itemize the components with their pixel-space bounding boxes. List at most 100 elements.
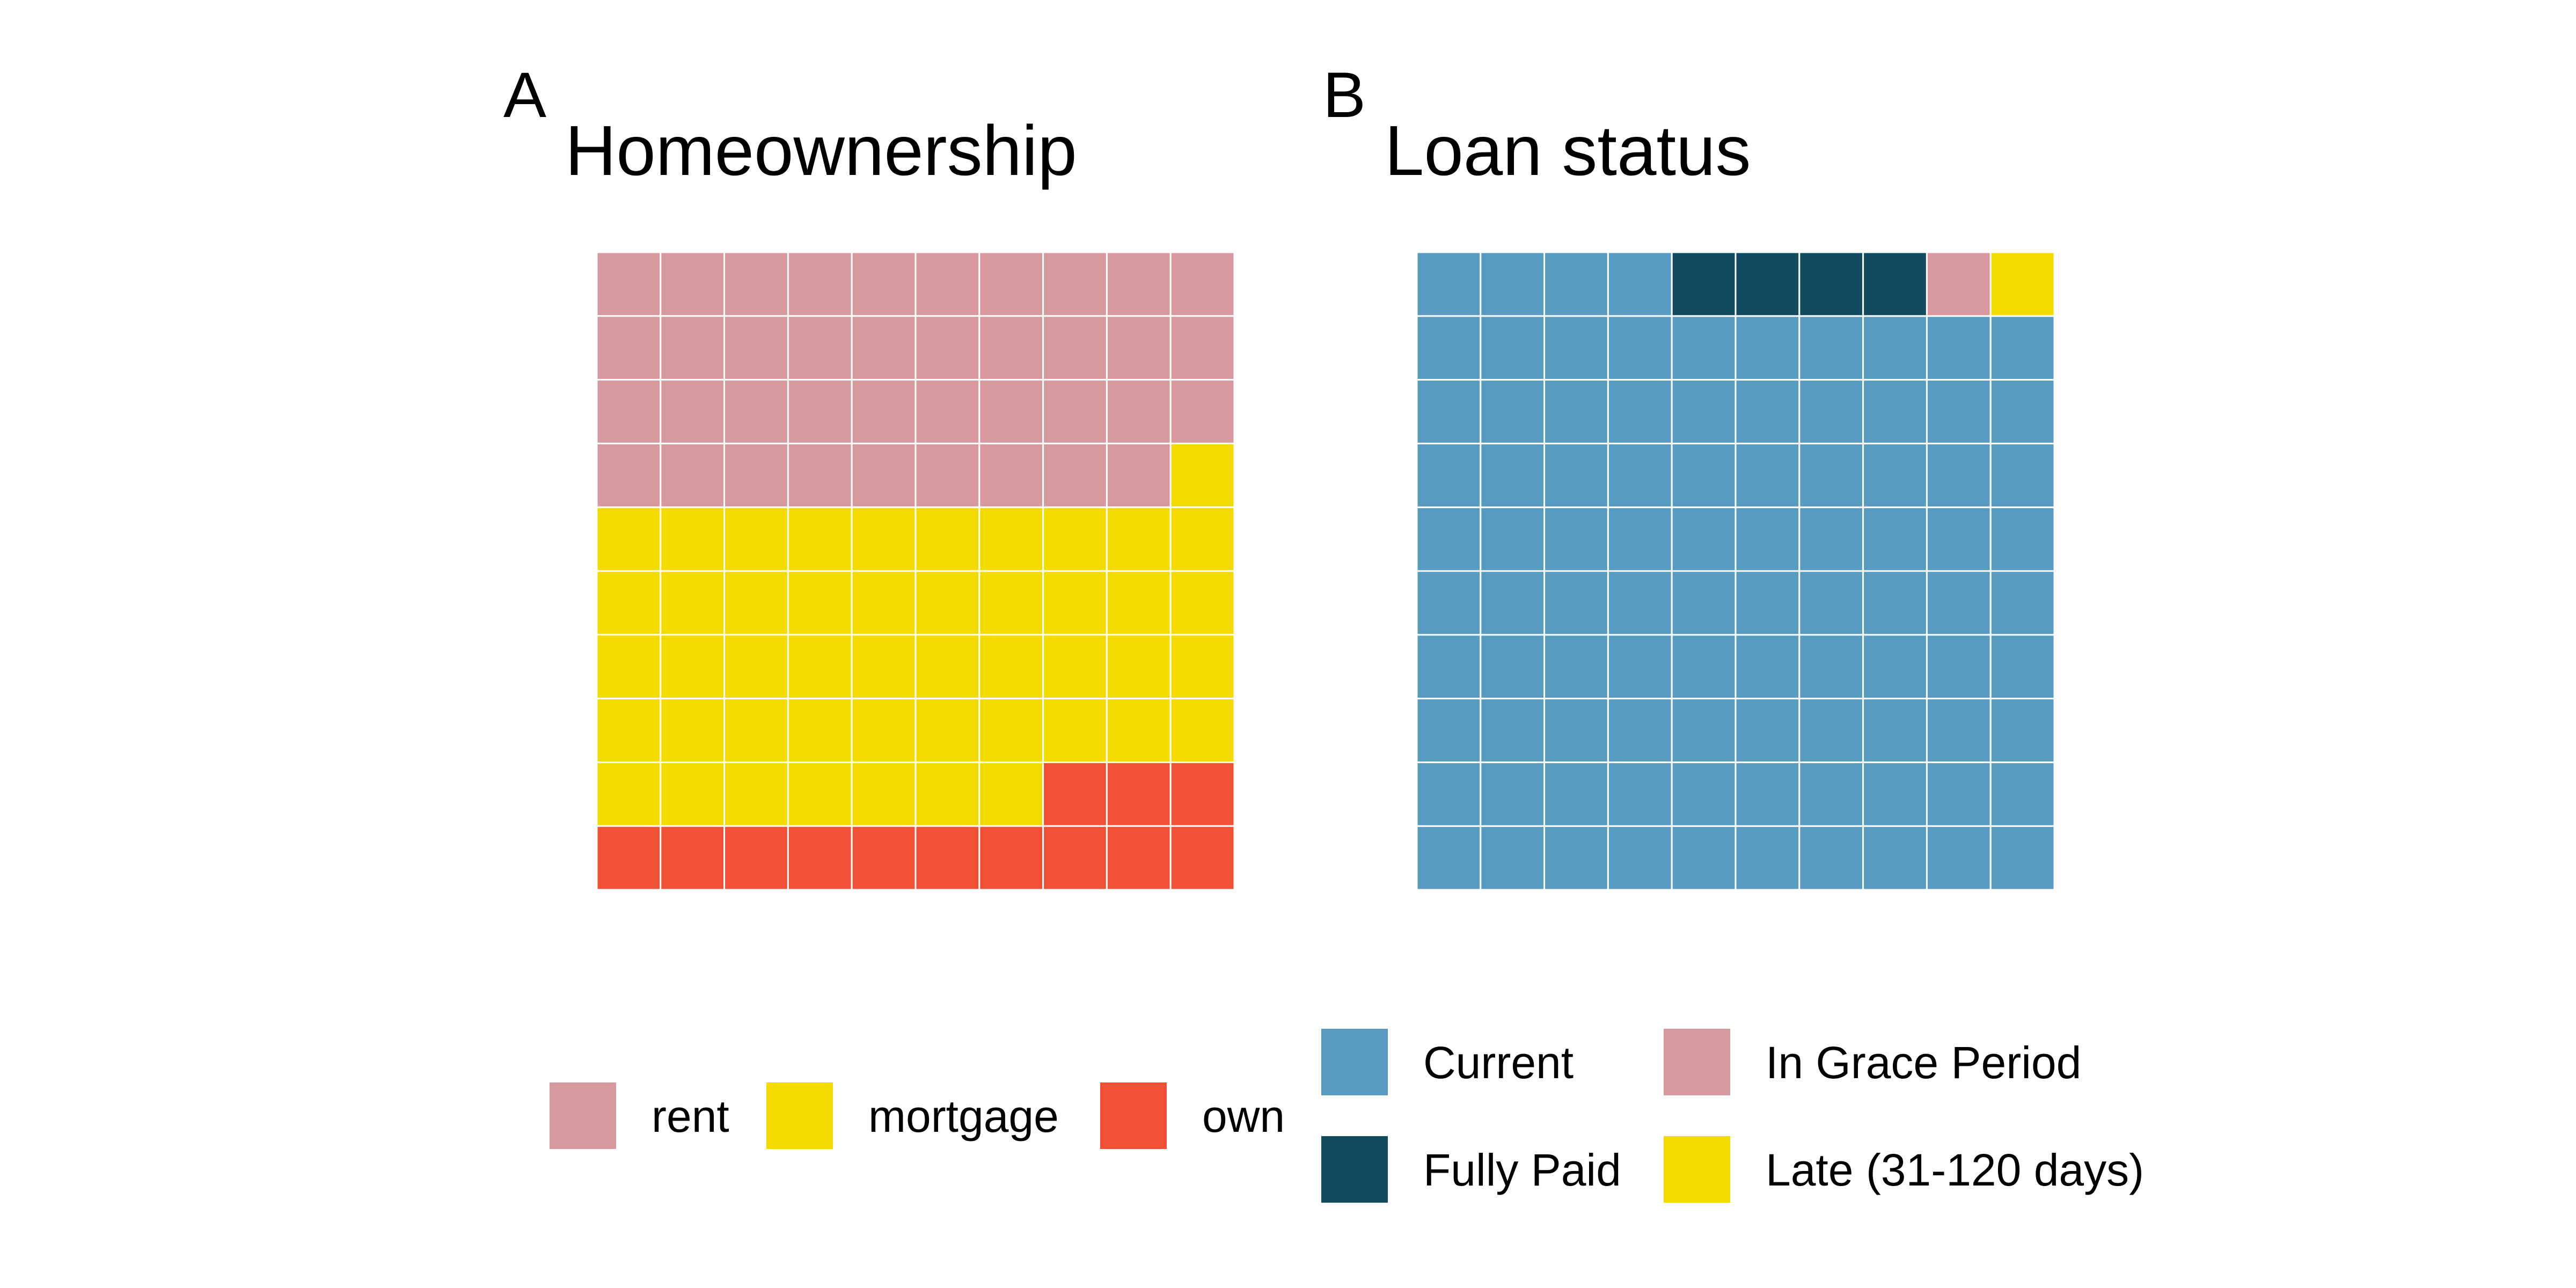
waffle-cell-in-grace-period <box>1926 251 1992 317</box>
waffle-cell-current <box>1798 634 1864 700</box>
waffle-cell-fully-paid <box>1798 251 1864 317</box>
waffle-cell-mortgage <box>723 506 789 572</box>
legend-swatch-rent <box>550 1082 616 1149</box>
waffle-cell-current <box>1607 442 1673 508</box>
waffle-cell-rent <box>660 379 726 444</box>
waffle-cell-rent <box>914 442 980 508</box>
waffle-cell-rent <box>1169 251 1235 317</box>
waffle-cell-current <box>1607 698 1673 763</box>
legend-a: rent mortgage own <box>550 1082 1285 1149</box>
panel-a-tag: A <box>503 59 546 131</box>
waffle-cell-current <box>1607 315 1673 381</box>
waffle-cell-current <box>1543 251 1609 317</box>
waffle-cell-rent <box>723 442 789 508</box>
waffle-cell-current <box>1735 379 1801 444</box>
waffle-cell-rent <box>723 315 789 381</box>
waffle-cell-mortgage <box>1106 506 1172 572</box>
waffle-cell-current <box>1926 634 1992 700</box>
waffle-cell-current <box>1416 506 1482 572</box>
waffle-cell-rent <box>978 379 1044 444</box>
waffle-cell-current <box>1926 570 1992 636</box>
waffle-cell-current <box>1416 570 1482 636</box>
waffle-cell-current <box>1989 761 2055 827</box>
waffle-cell-current <box>1989 506 2055 572</box>
waffle-cell-fully-paid <box>1671 251 1737 317</box>
waffle-cell-own <box>1169 761 1235 827</box>
waffle-cell-mortgage <box>1042 634 1108 700</box>
waffle-cell-own <box>978 825 1044 891</box>
waffle-cell-rent <box>914 251 980 317</box>
waffle-cell-rent <box>914 379 980 444</box>
legend-b: Current Fully Paid In Grace Period Late (31… <box>1321 1029 2144 1203</box>
waffle-cell-current <box>1416 251 1482 317</box>
waffle-cell-current <box>1480 825 1546 891</box>
waffle-cell-current <box>1416 634 1482 700</box>
waffle-cell-current <box>1671 442 1737 508</box>
waffle-cell-mortgage <box>596 761 662 827</box>
waffle-cell-mortgage <box>851 698 917 763</box>
waffle-cell-current <box>1543 825 1609 891</box>
waffle-cell-mortgage <box>1169 634 1235 700</box>
waffle-cell-current <box>1416 825 1482 891</box>
waffle-cell-current <box>1480 315 1546 381</box>
waffle-cell-current <box>1989 698 2055 763</box>
waffle-cell-current <box>1926 315 1992 381</box>
waffle-cell-own <box>1042 761 1108 827</box>
waffle-cell-current <box>1735 315 1801 381</box>
waffle-cell-mortgage <box>851 634 917 700</box>
waffle-cell-mortgage <box>914 761 980 827</box>
waffle-cell-mortgage <box>787 634 853 700</box>
waffle-cell-current <box>1543 506 1609 572</box>
waffle-cell-rent <box>1169 315 1235 381</box>
waffle-cell-own <box>787 825 853 891</box>
waffle-cell-current <box>1416 442 1482 508</box>
legend-swatch-mortgage <box>766 1082 833 1149</box>
waffle-cell-current <box>1543 379 1609 444</box>
waffle-cell-current <box>1989 634 2055 700</box>
waffle-cell-own <box>1106 761 1172 827</box>
waffle-cell-rent <box>851 379 917 444</box>
waffle-cell-current <box>1671 570 1737 636</box>
waffle-cell-mortgage <box>914 506 980 572</box>
waffle-cell-current <box>1735 570 1801 636</box>
legend-label-in-grace-period: In Grace Period <box>1766 1037 2081 1088</box>
waffle-cell-rent <box>914 315 980 381</box>
waffle-cell-rent <box>660 315 726 381</box>
legend-label-late-31-120-days: Late (31-120 days) <box>1766 1145 2144 1195</box>
waffle-cell-mortgage <box>723 570 789 636</box>
waffle-cell-current <box>1989 825 2055 891</box>
waffle-cell-current <box>1798 442 1864 508</box>
waffle-cell-mortgage <box>914 698 980 763</box>
waffle-cell-current <box>1798 506 1864 572</box>
waffle-cell-current <box>1735 825 1801 891</box>
waffle-cell-mortgage <box>851 570 917 636</box>
waffle-cell-current <box>1862 315 1928 381</box>
waffle-cell-current <box>1671 506 1737 572</box>
waffle-cell-fully-paid <box>1735 251 1801 317</box>
waffle-cell-current <box>1671 379 1737 444</box>
waffle-cell-current <box>1926 825 1992 891</box>
waffle-cell-current <box>1862 698 1928 763</box>
waffle-cell-mortgage <box>596 506 662 572</box>
panel-b-title: Loan status <box>1385 111 1751 190</box>
waffle-cell-current <box>1543 761 1609 827</box>
waffle-cell-rent <box>1042 251 1108 317</box>
waffle-cell-current <box>1989 442 2055 508</box>
waffle-cell-current <box>1735 634 1801 700</box>
waffle-cell-current <box>1862 634 1928 700</box>
waffle-cell-current <box>1543 634 1609 700</box>
waffle-cell-rent <box>1106 315 1172 381</box>
waffle-cell-rent <box>1106 379 1172 444</box>
waffle-cell-mortgage <box>723 698 789 763</box>
waffle-cell-rent <box>851 442 917 508</box>
waffle-cell-current <box>1862 506 1928 572</box>
waffle-cell-rent <box>596 442 662 508</box>
waffle-cell-current <box>1926 379 1992 444</box>
waffle-cell-mortgage <box>978 506 1044 572</box>
waffle-cell-current <box>1543 570 1609 636</box>
waffle-cell-rent <box>1042 442 1108 508</box>
waffle-cell-rent <box>660 442 726 508</box>
waffle-cell-mortgage <box>978 634 1044 700</box>
waffle-cell-mortgage <box>723 761 789 827</box>
